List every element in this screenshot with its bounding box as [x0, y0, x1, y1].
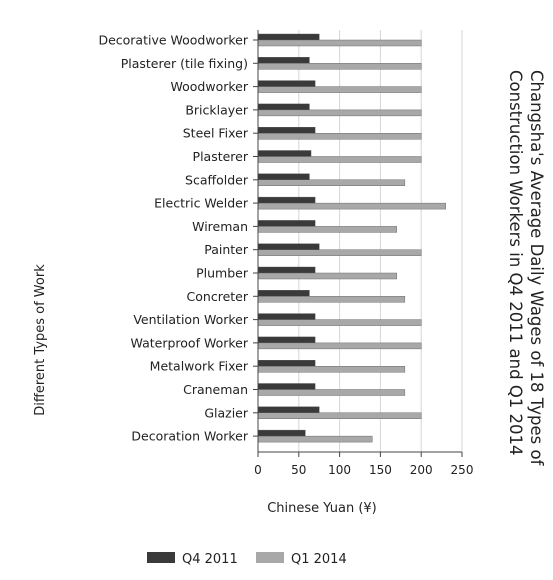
- bar-q4-2011-metalwork-fixer: [257, 360, 316, 367]
- bar-q1-2014-electric-welder: [257, 202, 446, 210]
- category-label-concreter: Concreter: [187, 289, 249, 304]
- chart-title-line-2: Construction Workers in Q4 2011 and Q1 2…: [506, 70, 525, 456]
- legend-swatch-q4-2011: [147, 552, 175, 563]
- x-tick-label-250: 250: [451, 463, 474, 477]
- category-label-plumber: Plumber: [196, 266, 249, 281]
- bar-q1-2014-bricklayer: [257, 109, 422, 117]
- category-label-decoration-worker: Decoration Worker: [131, 429, 248, 444]
- bar-q4-2011-plumber: [257, 266, 316, 274]
- bar-q4-2011-bricklayer: [257, 103, 310, 111]
- x-axis: 0 50 100 150 200 250: [254, 30, 473, 477]
- category-label-decorative-woodworker: Decorative Woodworker: [98, 33, 248, 48]
- category-label-bricklayer: Bricklayer: [185, 102, 249, 117]
- bar-q1-2014-wireman: [257, 226, 397, 233]
- category-label-wireman: Wireman: [192, 219, 248, 234]
- legend-swatch-q1-2014: [256, 552, 284, 563]
- bar-q1-2014-waterproof-worker: [257, 342, 422, 350]
- bar-q1-2014-steel-fixer: [257, 132, 422, 140]
- bar-q1-2014-decoration-worker: [257, 435, 373, 443]
- bar-q1-2014-ventilation-worker: [257, 319, 422, 326]
- bar-q4-2011-waterproof-worker: [257, 336, 316, 344]
- bar-q4-2011-decorative-woodworker: [257, 33, 320, 41]
- bar-q1-2014-plumber: [257, 272, 397, 280]
- category-label-metalwork-fixer: Metalwork Fixer: [150, 359, 249, 374]
- category-label-craneman: Craneman: [183, 382, 248, 397]
- bar-q4-2011-decoration-worker: [257, 429, 306, 437]
- x-tick-label-100: 100: [328, 463, 351, 477]
- bar-q1-2014-decorative-woodworker: [257, 39, 422, 47]
- bar-q4-2011-steel-fixer: [257, 126, 316, 134]
- bar-q4-2011-wireman: [257, 220, 316, 227]
- chart-title: Changsha's Average Daily Wages of 18 Typ…: [506, 70, 546, 467]
- bar-q4-2011-ventilation-worker: [257, 313, 316, 320]
- legend-label-q1-2014: Q1 2014: [291, 552, 347, 567]
- bar-q4-2011-plasterer-tile-fixing: [257, 57, 310, 64]
- chart-title-line-1: Changsha's Average Daily Wages of 18 Typ…: [527, 70, 546, 467]
- bar-q4-2011-plasterer: [257, 150, 312, 157]
- bar-q1-2014-glazier: [257, 412, 422, 419]
- category-label-plasterer: Plasterer: [193, 149, 249, 164]
- bar-q1-2014-scaffolder: [257, 179, 406, 187]
- bar-q1-2014-plasterer: [257, 156, 422, 163]
- bar-q4-2011-woodworker: [257, 80, 316, 87]
- category-label-ventilation-worker: Ventilation Worker: [133, 312, 249, 327]
- category-label-electric-welder: Electric Welder: [154, 196, 249, 211]
- bar-q1-2014-metalwork-fixer: [257, 366, 406, 373]
- category-label-waterproof-worker: Waterproof Worker: [131, 335, 249, 350]
- bar-q4-2011-concreter: [257, 290, 310, 297]
- bar-q4-2011-scaffolder: [257, 173, 310, 181]
- legend-label-q4-2011: Q4 2011: [182, 552, 238, 567]
- bar-q1-2014-concreter: [257, 296, 406, 303]
- bar-q1-2014-painter: [257, 249, 422, 256]
- bar-q4-2011-craneman: [257, 383, 316, 390]
- y-axis-title: Different Types of Work: [33, 264, 48, 416]
- category-label-steel-fixer: Steel Fixer: [183, 126, 249, 141]
- x-tick-label-0: 0: [254, 463, 262, 477]
- category-labels: Decorative Woodworker Plasterer (tile fix…: [98, 33, 258, 444]
- bar-q1-2014-craneman: [257, 389, 406, 396]
- bar-q1-2014-plasterer-tile-fixing: [257, 63, 422, 70]
- category-label-scaffolder: Scaffolder: [185, 172, 249, 187]
- bar-q4-2011-painter: [257, 243, 320, 250]
- category-label-glazier: Glazier: [204, 405, 249, 420]
- x-tick-label-200: 200: [410, 463, 433, 477]
- x-tick-label-50: 50: [291, 463, 306, 477]
- category-label-woodworker: Woodworker: [171, 79, 249, 94]
- category-label-painter: Painter: [204, 242, 249, 257]
- bar-q4-2011-glazier: [257, 406, 320, 413]
- bar-q1-2014-woodworker: [257, 86, 422, 93]
- x-tick-label-150: 150: [369, 463, 392, 477]
- x-axis-title: Chinese Yuan (¥): [267, 501, 377, 516]
- bar-q4-2011-electric-welder: [257, 196, 316, 204]
- legend: Q4 2011 Q1 2014: [147, 552, 347, 567]
- category-label-plasterer-tile-fixing: Plasterer (tile fixing): [121, 56, 248, 71]
- bars: [257, 33, 446, 443]
